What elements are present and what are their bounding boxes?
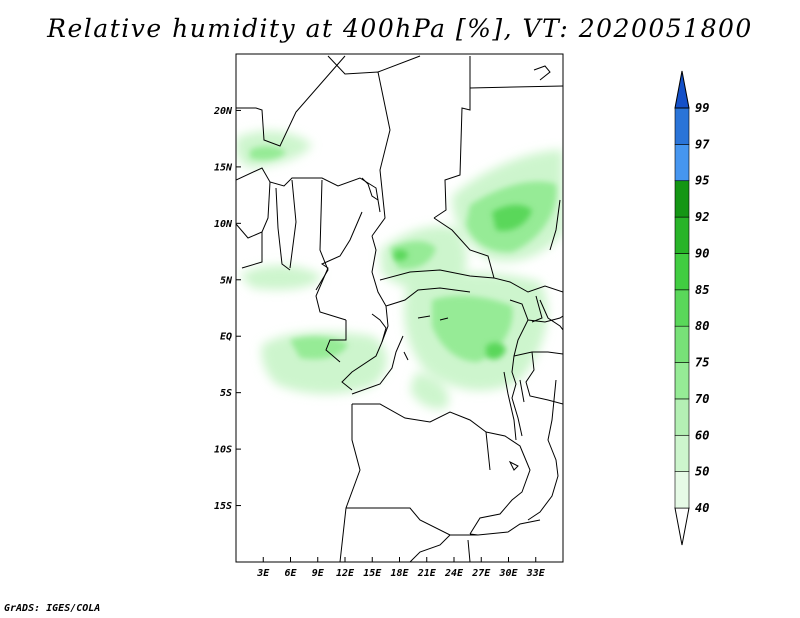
lat-tick-label: 5S <box>220 388 232 399</box>
lon-tick-label: 27E <box>471 568 491 579</box>
colorbar-label: 40 <box>695 501 709 515</box>
map-title: Relative humidity at 400hPa [%], VT: 202… <box>47 14 753 43</box>
colorbar-box <box>674 144 690 182</box>
lon-tick-label: 6E <box>284 568 297 579</box>
lon-tick-label: 9E <box>312 568 325 579</box>
colorbar-box <box>674 434 690 472</box>
lon-tick-label: 3E <box>256 568 270 579</box>
lon-tick-label: 24E <box>444 568 464 579</box>
colorbar-box <box>674 180 690 218</box>
lat-tick-label: 5N <box>220 275 233 286</box>
country-borders <box>236 55 563 562</box>
colorbar-label: 90 <box>695 246 709 260</box>
colorbar-label: 70 <box>695 392 709 406</box>
colorbar-label: 85 <box>695 283 709 297</box>
colorbar-label: 50 <box>695 465 709 479</box>
lat-tick-label: 15S <box>214 501 232 512</box>
lat-tick-label: 10S <box>214 445 232 456</box>
lon-tick-label: 18E <box>390 568 409 579</box>
colorbar-label: 75 <box>695 356 709 370</box>
latitude-axis: 20N 15N 10N 5N EQ 5S 10S 15S <box>213 106 241 512</box>
colorbar-label: 99 <box>695 101 709 115</box>
colorbar-box <box>674 289 690 327</box>
lon-tick-label: 33E <box>526 568 546 579</box>
colorbar-label: 60 <box>695 428 709 442</box>
colorbar-under-triangle <box>674 507 690 546</box>
lat-tick-label: EQ <box>220 332 232 343</box>
colorbar-box <box>674 362 690 400</box>
colorbar-box <box>674 253 690 291</box>
colorbar-box <box>674 107 690 145</box>
humidity-shading <box>236 130 563 409</box>
humidity-level-75 <box>394 204 532 360</box>
lat-tick-label: 15N <box>214 162 233 173</box>
colorbar-box <box>674 471 690 509</box>
lat-tick-label: 20N <box>213 106 233 117</box>
lon-tick-label: 30E <box>498 568 518 579</box>
colorbar-label: 92 <box>695 210 709 224</box>
lon-tick-label: 21E <box>417 568 437 579</box>
lon-tick-label: 12E <box>336 568 355 579</box>
longitude-axis: 3E 6E 9E 12E 15E 18E 21E 24E 27E 30E 33E <box>256 557 546 579</box>
colorbar-box <box>674 398 690 436</box>
colorbar-label: 95 <box>695 174 709 188</box>
colorbar-label: 80 <box>695 319 709 333</box>
colorbar-box <box>674 216 690 254</box>
colorbar-box <box>674 325 690 363</box>
colorbar-label: 97 <box>695 137 710 151</box>
colorbar-over-triangle <box>674 70 690 109</box>
lat-tick-label: 10N <box>214 219 233 230</box>
colorbar: 40 50 60 70 75 80 85 90 92 95 97 99 <box>674 70 710 546</box>
lon-tick-label: 15E <box>363 568 382 579</box>
humidity-level-40-50 <box>236 130 563 409</box>
grads-credit: GrADS: IGES/COLA <box>4 603 101 614</box>
